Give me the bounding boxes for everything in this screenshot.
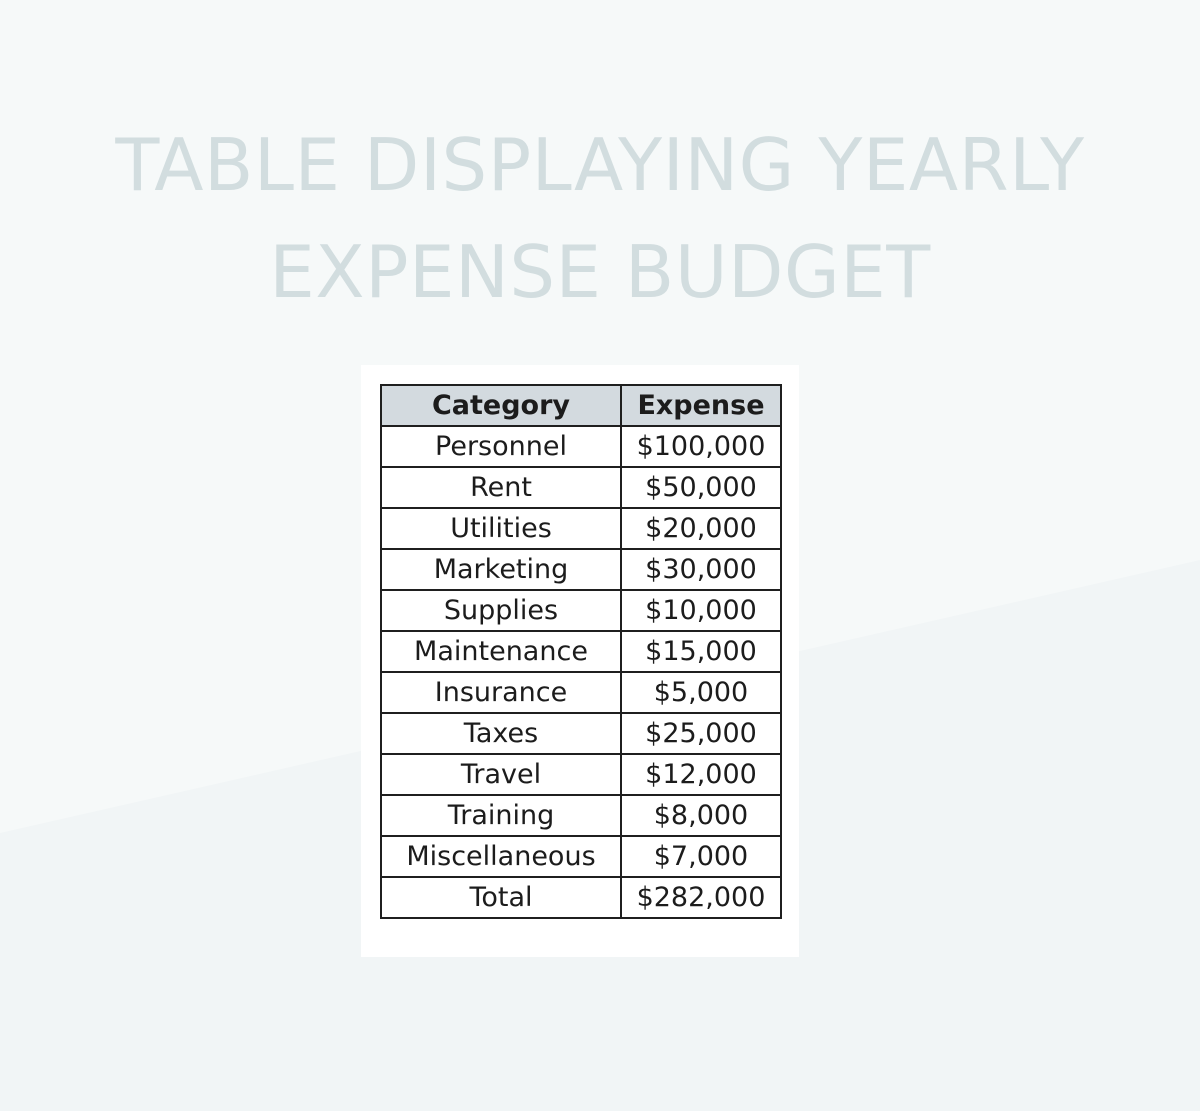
table-row: Travel $12,000 (380, 753, 782, 796)
category-cell[interactable]: Utilities (380, 507, 622, 550)
table-header-row: Category Expense (380, 384, 782, 427)
expense-cell[interactable]: $12,000 (620, 753, 782, 796)
table-row: Maintenance $15,000 (380, 630, 782, 673)
expense-cell[interactable]: $20,000 (620, 507, 782, 550)
total-value-cell[interactable]: $282,000 (620, 876, 782, 919)
category-cell[interactable]: Rent (380, 466, 622, 509)
table-body: Personnel $100,000 Rent $50,000 Utilitie… (380, 425, 782, 919)
category-cell[interactable]: Maintenance (380, 630, 622, 673)
expense-cell[interactable]: $30,000 (620, 548, 782, 591)
table-row: Insurance $5,000 (380, 671, 782, 714)
table-row: Supplies $10,000 (380, 589, 782, 632)
expense-cell[interactable]: $10,000 (620, 589, 782, 632)
expense-column-header[interactable]: Expense (620, 384, 782, 427)
total-label-cell[interactable]: Total (380, 876, 622, 919)
expense-cell[interactable]: $50,000 (620, 466, 782, 509)
table-row: Miscellaneous $7,000 (380, 835, 782, 878)
category-cell[interactable]: Travel (380, 753, 622, 796)
table-row: Taxes $25,000 (380, 712, 782, 755)
expense-cell[interactable]: $5,000 (620, 671, 782, 714)
expense-cell[interactable]: $7,000 (620, 835, 782, 878)
category-cell[interactable]: Insurance (380, 671, 622, 714)
total-row: Total $282,000 (380, 876, 782, 919)
category-column-header[interactable]: Category (380, 384, 622, 427)
table-row: Rent $50,000 (380, 466, 782, 509)
table-row: Utilities $20,000 (380, 507, 782, 550)
expense-budget-table: Category Expense Personnel $100,000 Rent… (380, 384, 782, 919)
expense-cell[interactable]: $8,000 (620, 794, 782, 837)
category-cell[interactable]: Taxes (380, 712, 622, 755)
expense-cell[interactable]: $15,000 (620, 630, 782, 673)
table-row: Training $8,000 (380, 794, 782, 837)
category-cell[interactable]: Marketing (380, 548, 622, 591)
expense-cell[interactable]: $100,000 (620, 425, 782, 468)
expense-cell[interactable]: $25,000 (620, 712, 782, 755)
category-cell[interactable]: Training (380, 794, 622, 837)
table-row: Personnel $100,000 (380, 425, 782, 468)
category-cell[interactable]: Personnel (380, 425, 622, 468)
table-row: Marketing $30,000 (380, 548, 782, 591)
page-title: TABLE DISPLAYING YEARLY EXPENSE BUDGET (115, 123, 1085, 314)
category-cell[interactable]: Miscellaneous (380, 835, 622, 878)
category-cell[interactable]: Supplies (380, 589, 622, 632)
